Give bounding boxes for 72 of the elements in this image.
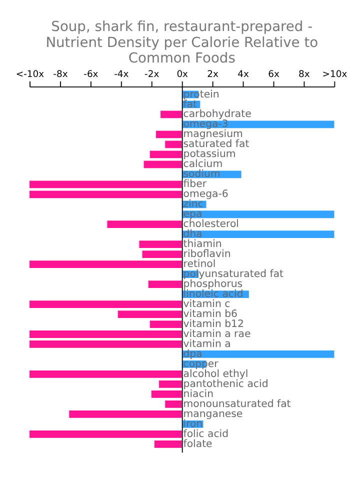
y-tick-label: vitamin c — [183, 299, 230, 310]
y-tick-label: zinc — [183, 199, 204, 210]
y-tick-label: dpa — [183, 348, 202, 360]
bar — [182, 350, 334, 358]
bar — [30, 430, 182, 438]
bar — [150, 150, 182, 158]
y-tick-label: dha — [183, 229, 202, 240]
y-tick-label: folic acid — [183, 428, 229, 440]
y-tick-label: sodium — [183, 169, 220, 180]
bar — [107, 220, 182, 228]
bar — [165, 400, 182, 408]
bar — [160, 110, 182, 118]
y-tick-label: linoleic acid — [183, 289, 244, 300]
bar — [150, 320, 182, 328]
x-tick-label: 8x — [298, 68, 310, 80]
bar — [30, 330, 182, 338]
bar — [139, 240, 182, 248]
bar — [154, 440, 182, 448]
bar — [151, 390, 182, 398]
chart-title: Soup, shark fin, restaurant-prepared - Nutrient Density per Calorie Relative to Common Foods — [46, 19, 318, 66]
y-tick-label: niacin — [183, 388, 214, 400]
y-tick-label: magnesium — [183, 129, 243, 140]
x-tick-label: >10x — [322, 68, 348, 80]
y-tick-label: potassium — [183, 149, 236, 160]
y-tick-label: phosphorus — [183, 279, 243, 290]
y-tick-label: omega-3 — [183, 119, 228, 130]
bar — [159, 380, 182, 388]
y-tick-label: fiber — [183, 179, 208, 190]
y-tick-label: manganese — [183, 408, 243, 420]
y-tick-label: epa — [183, 209, 202, 220]
bar — [30, 190, 182, 198]
y-tick-label: vitamin b6 — [183, 309, 238, 320]
x-tick-label: -4x — [114, 68, 130, 80]
y-tick-label: monounsaturated fat — [183, 398, 291, 410]
bar — [148, 280, 182, 288]
x-tick-label: 2x — [207, 68, 220, 80]
y-tick-label: retinol — [183, 259, 216, 270]
x-tick-label: -6x — [84, 68, 99, 80]
x-tick-label: 6x — [268, 68, 280, 80]
y-tick-label: iron — [183, 418, 203, 430]
bar — [165, 140, 182, 148]
x-tick-label: 0x — [176, 68, 189, 80]
y-tick-label: carbohydrate — [183, 109, 252, 120]
bar — [182, 230, 334, 238]
bar — [144, 160, 182, 168]
x-tick-label: 4x — [238, 68, 250, 80]
y-tick-label: alcohol ethyl — [183, 368, 248, 380]
y-tick-label: omega-6 — [183, 189, 228, 200]
bar — [69, 410, 182, 418]
y-tick-label: vitamin a rae — [183, 329, 251, 340]
y-tick-label: folate — [183, 438, 212, 450]
bar — [30, 370, 182, 378]
y-tick-label: vitamin a — [183, 339, 231, 350]
x-tick-label: <-10x — [16, 68, 45, 80]
y-tick-label: cholesterol — [183, 219, 240, 230]
bar — [30, 340, 182, 348]
bar — [30, 260, 182, 268]
bar — [30, 300, 182, 308]
bar — [118, 310, 182, 318]
y-tick-label: thiamin — [183, 239, 222, 250]
y-tick-label: calcium — [183, 159, 223, 170]
bar — [142, 250, 182, 258]
y-tick-label: pantothenic acid — [183, 378, 268, 390]
x-tick-label: -8x — [53, 68, 68, 80]
y-tick-label: vitamin b12 — [183, 319, 244, 330]
bar — [182, 210, 334, 218]
bar — [156, 130, 182, 138]
y-tick-label: fat — [183, 99, 198, 110]
x-tick-label: -2x — [144, 68, 160, 80]
y-tick-label: riboflavin — [183, 249, 231, 260]
y-tick-label: saturated fat — [183, 139, 250, 150]
bar — [30, 180, 182, 188]
